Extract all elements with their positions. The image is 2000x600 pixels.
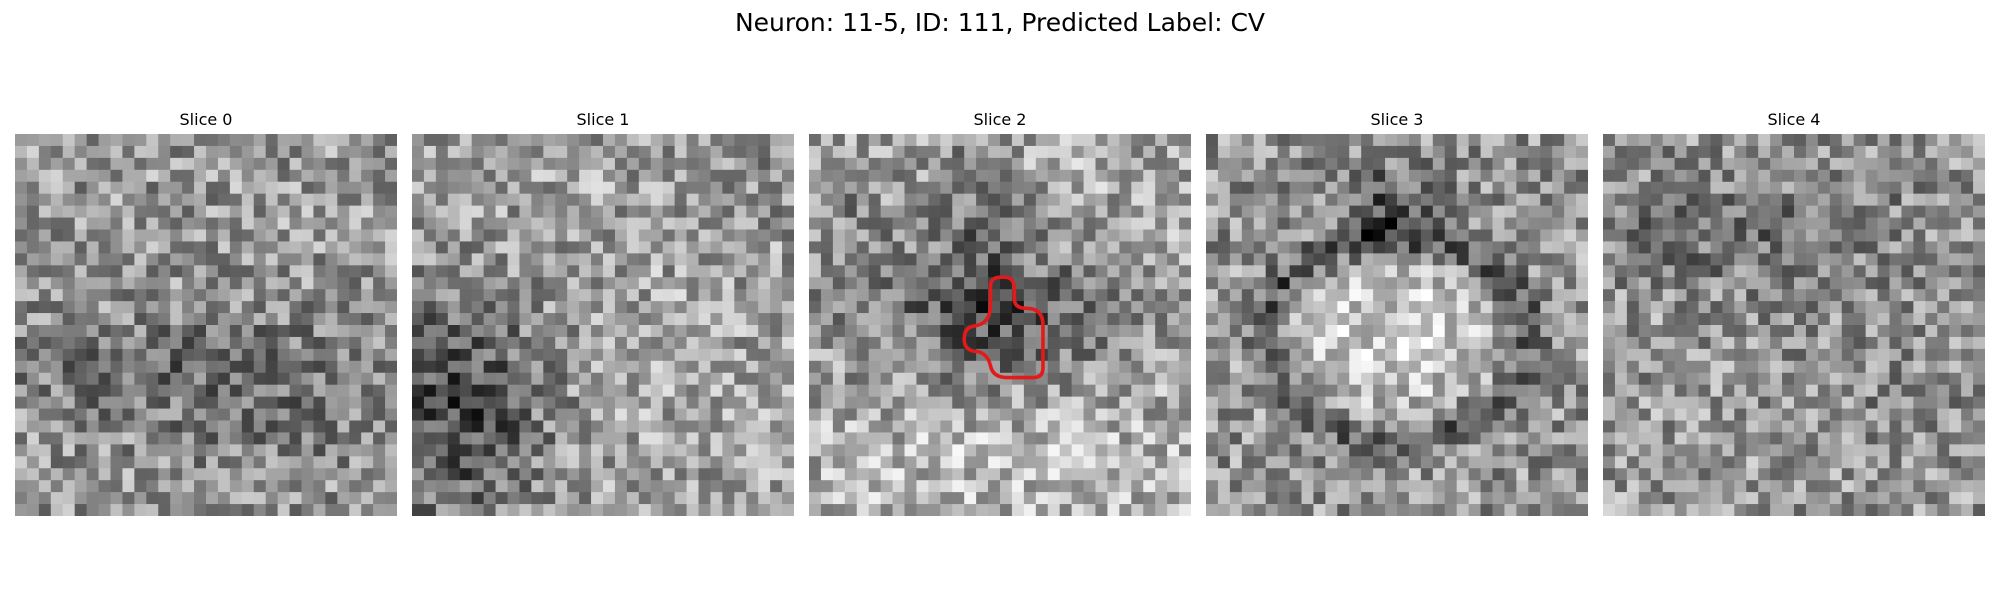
slice-image-3 [1206,134,1588,516]
slice-image-1 [412,134,794,516]
figure-title: Neuron: 11-5, ID: 111, Predicted Label: … [734,8,1266,37]
segmentation-contour [962,275,1045,380]
slice-panel-2: Slice 2 [809,107,1191,516]
slice-image-4 [1603,134,1985,516]
slice-title-4: Slice 4 [1767,110,1821,129]
slice-panel-1: Slice 1 [412,107,794,516]
slice-panel-0: Slice 0 [15,107,397,516]
slice-title-0: Slice 0 [179,110,233,129]
slice-title-2: Slice 2 [973,110,1027,129]
slice-panel-3: Slice 3 [1206,107,1588,516]
slice-title-3: Slice 3 [1370,110,1424,129]
slice-image-0 [15,134,397,516]
slice-title-1: Slice 1 [576,110,630,129]
slice-panel-4: Slice 4 [1603,107,1985,516]
slice-image-2 [809,134,1191,516]
